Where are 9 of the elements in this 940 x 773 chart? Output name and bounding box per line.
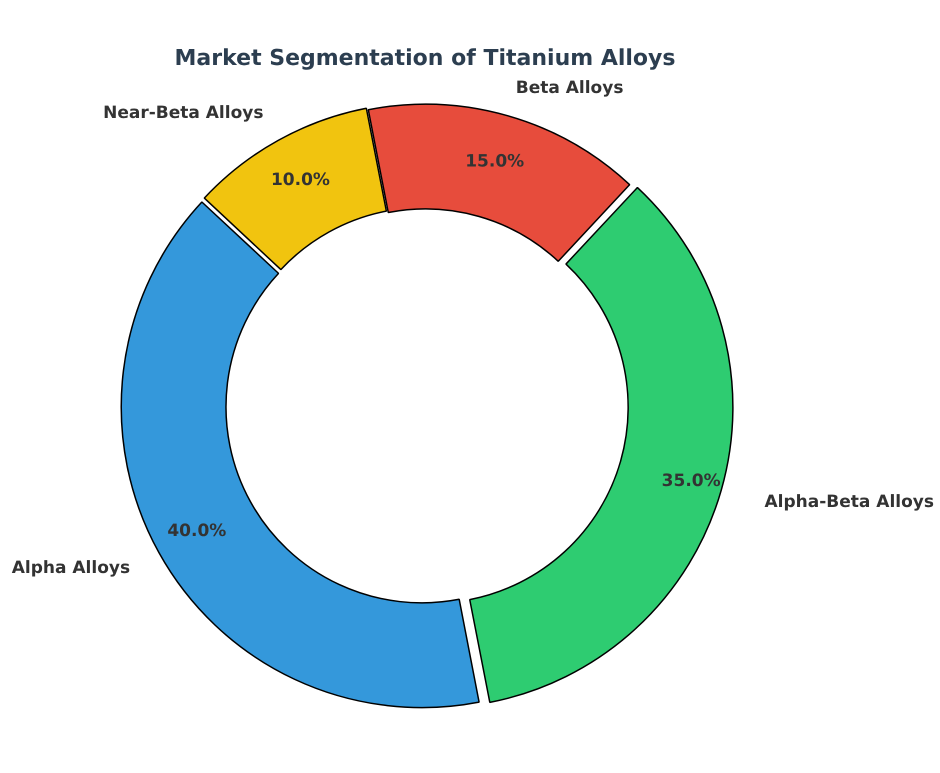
data-label: 35.0% <box>662 470 721 491</box>
slice-label: Alpha-Beta Alloys <box>764 492 934 512</box>
data-label: 15.0% <box>465 152 524 172</box>
chart-title: Market Segmentation of Titanium Alloys <box>174 46 676 71</box>
data-label: 40.0% <box>167 521 226 542</box>
data-label: 10.0% <box>270 170 330 190</box>
slice-label: Beta Alloys <box>516 78 624 98</box>
slice-label: Alpha Alloys <box>12 558 130 578</box>
slice-label: Near-Beta Alloys <box>103 103 264 124</box>
